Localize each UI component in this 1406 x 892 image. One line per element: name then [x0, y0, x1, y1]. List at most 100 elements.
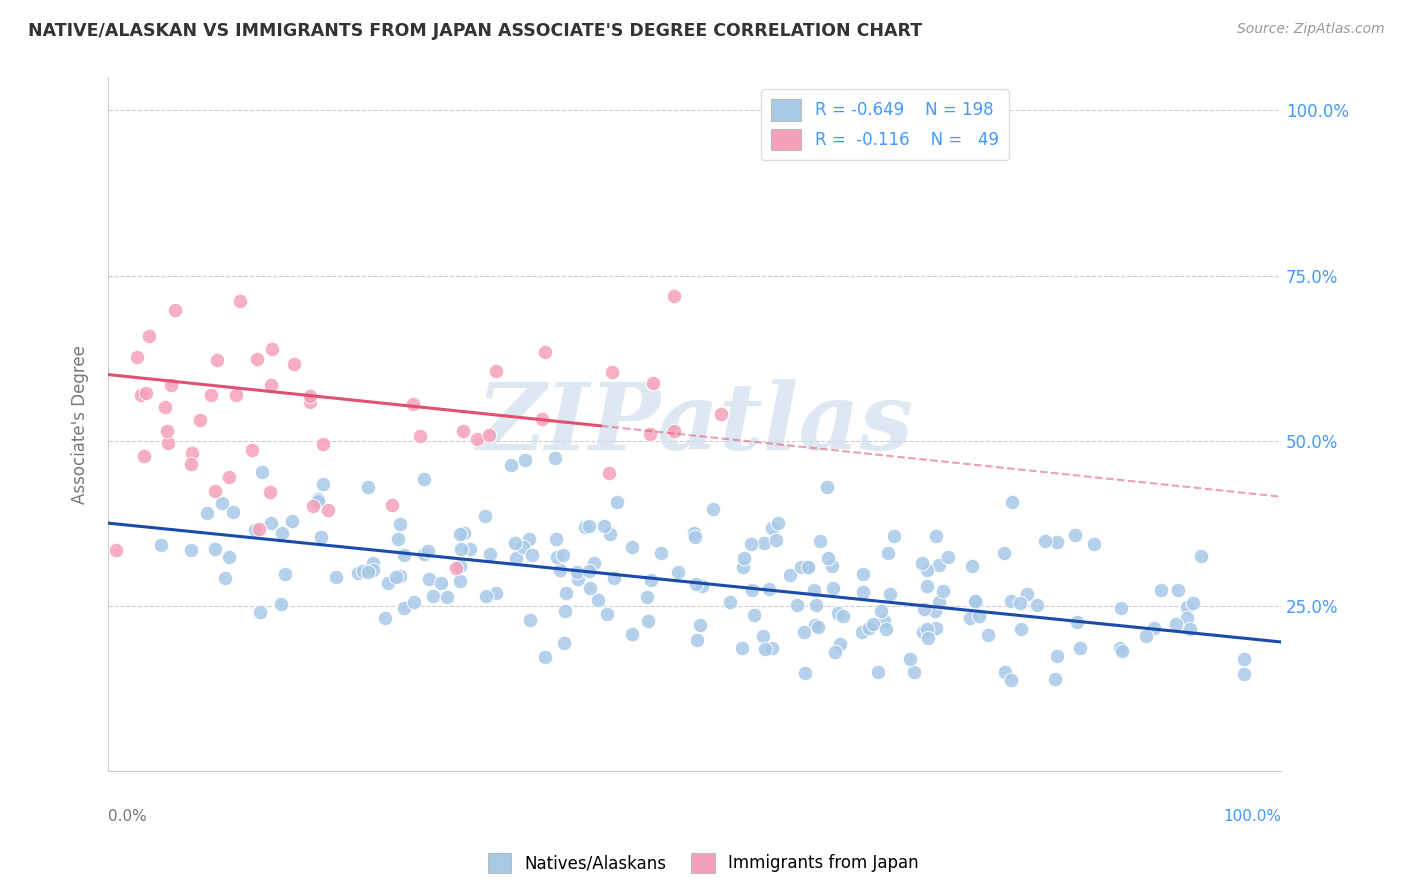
Point — [1025, 598, 1047, 612]
Point — [474, 509, 496, 524]
Point — [824, 645, 846, 659]
Point — [125, 351, 148, 365]
Point — [879, 587, 901, 601]
Point — [544, 533, 567, 547]
Point — [869, 604, 891, 618]
Point — [914, 602, 936, 616]
Point — [911, 624, 934, 639]
Point — [977, 628, 1000, 642]
Point — [1111, 643, 1133, 657]
Point — [204, 483, 226, 498]
Legend: R = -0.649    N = 198, R =  -0.116    N =   49: R = -0.649 N = 198, R = -0.116 N = 49 — [762, 89, 1008, 161]
Point — [392, 601, 415, 615]
Point — [503, 536, 526, 550]
Point — [153, 400, 176, 414]
Point — [271, 525, 294, 540]
Point — [250, 465, 273, 479]
Point — [969, 608, 991, 623]
Point — [1083, 537, 1105, 551]
Point — [475, 589, 498, 603]
Point — [959, 611, 981, 625]
Point — [485, 364, 508, 378]
Point — [1109, 641, 1132, 656]
Point — [1010, 596, 1032, 610]
Point — [928, 558, 950, 573]
Point — [225, 387, 247, 401]
Point — [599, 527, 621, 541]
Point — [932, 584, 955, 599]
Point — [499, 458, 522, 473]
Point — [852, 585, 875, 599]
Point — [449, 526, 471, 541]
Point — [135, 386, 157, 401]
Point — [911, 557, 934, 571]
Point — [512, 540, 534, 554]
Point — [387, 533, 409, 547]
Point — [1109, 601, 1132, 615]
Point — [852, 566, 875, 581]
Point — [519, 532, 541, 546]
Point — [797, 560, 820, 574]
Point — [815, 481, 838, 495]
Point — [519, 613, 541, 627]
Point — [578, 564, 600, 578]
Point — [449, 574, 471, 588]
Point — [789, 560, 811, 574]
Point — [347, 566, 370, 580]
Point — [689, 618, 711, 632]
Point — [741, 582, 763, 597]
Point — [636, 590, 658, 604]
Point — [546, 549, 568, 564]
Point — [925, 621, 948, 635]
Point — [1000, 673, 1022, 687]
Point — [389, 569, 412, 583]
Point — [515, 453, 537, 467]
Point — [821, 581, 844, 595]
Point — [831, 608, 853, 623]
Point — [543, 451, 565, 466]
Point — [307, 493, 329, 508]
Point — [105, 542, 128, 557]
Point — [598, 466, 620, 480]
Point — [1167, 582, 1189, 597]
Text: ZIPatlas: ZIPatlas — [477, 379, 912, 469]
Point — [520, 548, 543, 562]
Point — [270, 598, 292, 612]
Point — [357, 480, 380, 494]
Point — [963, 594, 986, 608]
Point — [754, 641, 776, 656]
Point — [1066, 615, 1088, 629]
Point — [1175, 599, 1198, 614]
Point — [786, 598, 808, 612]
Point — [408, 429, 430, 443]
Point — [274, 567, 297, 582]
Point — [1180, 622, 1202, 636]
Point — [903, 665, 925, 680]
Point — [641, 376, 664, 391]
Point — [765, 533, 787, 547]
Point — [873, 614, 896, 628]
Point — [156, 424, 179, 438]
Point — [606, 495, 628, 509]
Point — [450, 541, 472, 556]
Point — [761, 641, 783, 656]
Point — [1046, 649, 1069, 664]
Point — [551, 548, 574, 562]
Point — [165, 302, 187, 317]
Point — [731, 640, 754, 655]
Point — [1181, 596, 1204, 610]
Point — [312, 437, 335, 451]
Point — [994, 665, 1017, 679]
Point — [565, 566, 588, 580]
Point — [180, 446, 202, 460]
Point — [430, 576, 453, 591]
Point — [418, 544, 440, 558]
Point — [298, 389, 321, 403]
Point — [710, 407, 733, 421]
Point — [1010, 622, 1032, 636]
Point — [620, 627, 643, 641]
Point — [554, 604, 576, 618]
Point — [485, 585, 508, 599]
Point — [157, 436, 180, 450]
Point — [758, 582, 780, 597]
